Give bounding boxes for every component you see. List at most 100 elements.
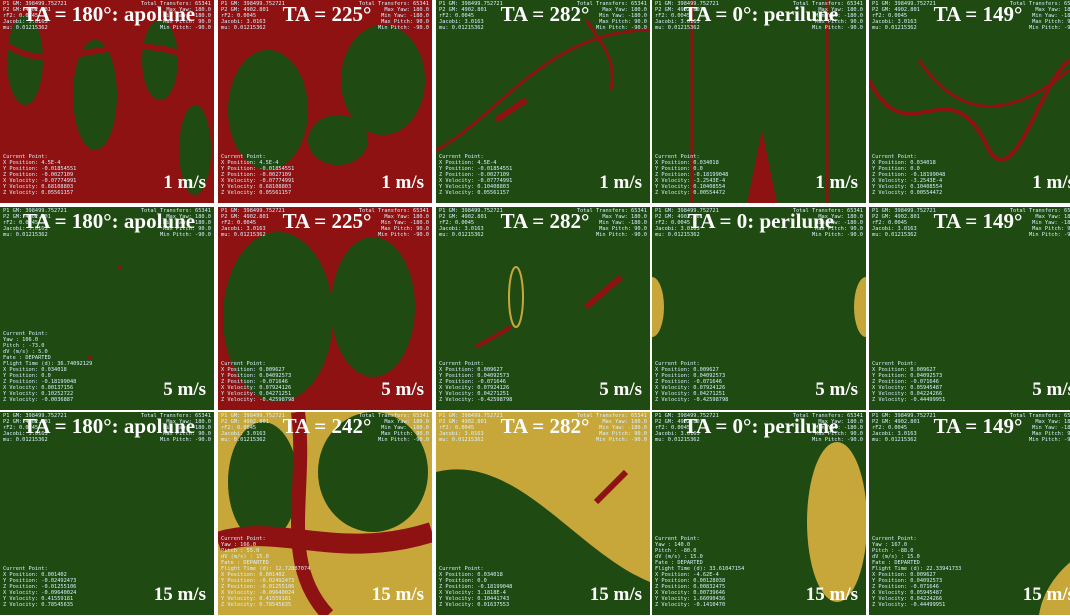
info-text: Max Yaw: 180.0 bbox=[818, 214, 863, 220]
panel-title: TA = 225° bbox=[283, 209, 372, 233]
info-text: Min Yaw: -180.0 bbox=[163, 220, 211, 226]
info-text: rF2: 0.0045 bbox=[3, 425, 38, 431]
current-point-text: Fate : DEPARTED bbox=[221, 560, 269, 566]
info-text: Total Transfers: 65341 bbox=[141, 413, 211, 419]
current-point-text: Z Position: -0.18199048 bbox=[655, 172, 728, 178]
info-text: rF2: 0.0045 bbox=[221, 425, 256, 431]
info-text: Jacobi: 3.0163 bbox=[3, 19, 48, 25]
info-text: Jacobi: 3.0163 bbox=[872, 431, 917, 437]
info-text: P1 GM: 398499.752721 bbox=[872, 208, 936, 214]
current-point-text: X Velocity: 0.05945487 bbox=[872, 590, 942, 596]
info-text: P1 GM: 398499.752721 bbox=[439, 413, 503, 419]
info-text: Total Transfers: 65341 bbox=[793, 1, 863, 7]
region bbox=[436, 469, 650, 615]
current-point-text: X Velocity: 3.1818E-4 bbox=[439, 590, 506, 596]
current-point-text: Y Velocity: 0.10408554 bbox=[872, 184, 942, 190]
current-point-text: X Position: 0.034018 bbox=[872, 160, 936, 166]
current-point-text: Y Position: 0.04092573 bbox=[872, 578, 942, 584]
map bbox=[869, 412, 1070, 615]
info-text: Max Pitch: 90.0 bbox=[815, 19, 863, 25]
info-text: Total Transfers: 65341 bbox=[793, 208, 863, 214]
current-point-text: Z Velocity: -0.42598798 bbox=[221, 397, 294, 403]
current-point-text: Z Velocity: -0.42598798 bbox=[439, 397, 512, 403]
info-text: Total Transfers: 65341 bbox=[359, 208, 429, 214]
current-point-text: Z Position: -0.18199048 bbox=[3, 379, 76, 385]
current-point-text: X Position: 0.034018 bbox=[439, 572, 503, 578]
current-point-text: Y Velocity: 0.04224266 bbox=[872, 596, 942, 602]
info-text: rF2: 0.0045 bbox=[221, 13, 256, 19]
current-point-text: Z Position: -0.071646 bbox=[872, 379, 939, 385]
current-point-text: Y Velocity: 0.04271251 bbox=[439, 391, 509, 397]
map bbox=[436, 0, 650, 203]
current-point-text: Z Velocity: 0.05561157 bbox=[3, 190, 73, 196]
current-point-text: Y Position: 0.04092573 bbox=[655, 373, 725, 379]
info-text: P1 GM: 398499.752721 bbox=[439, 208, 503, 214]
current-point-text: Y Velocity: 0.68108803 bbox=[3, 184, 73, 190]
current-point-text: Current Point: bbox=[872, 154, 917, 160]
current-point-text: Y Velocity: 0.10408803 bbox=[439, 184, 509, 190]
info-text: Max Yaw: 180.0 bbox=[166, 419, 211, 425]
info-text: Total Transfers: 65341 bbox=[359, 1, 429, 7]
info-text: rF2: 0.0045 bbox=[439, 220, 474, 226]
info-text: Max Yaw: 180.0 bbox=[602, 419, 647, 425]
current-point-text: Y Velocity: 0.10408554 bbox=[655, 184, 725, 190]
region bbox=[584, 19, 614, 91]
region bbox=[475, 325, 512, 349]
info-text: Max Pitch: 90.0 bbox=[599, 19, 647, 25]
info-text: Min Yaw: -180.0 bbox=[815, 220, 863, 226]
info-text: Min Yaw: -180.0 bbox=[815, 425, 863, 431]
info-text: Min Pitch: -90.0 bbox=[812, 437, 863, 443]
info-text: mu: 0.01215362 bbox=[221, 437, 266, 443]
current-point-text: Z Velocity: -0.1410470 bbox=[655, 602, 725, 608]
info-text: Jacobi: 3.0163 bbox=[221, 431, 266, 437]
info-text: Min Yaw: -180.0 bbox=[381, 220, 429, 226]
info-text: Total Transfers: 65341 bbox=[577, 1, 647, 7]
current-point-text: X Velocity: 0.05945487 bbox=[872, 385, 942, 391]
current-point-text: X Position: 4.5E-4 bbox=[221, 160, 278, 166]
current-point-text: Pitch : -80.0 bbox=[655, 548, 696, 554]
map bbox=[218, 207, 432, 410]
current-point-text: X Position: 0.009627 bbox=[221, 367, 285, 373]
map bbox=[869, 207, 1070, 410]
current-point-text: X Position: 4.5E-4 bbox=[439, 160, 496, 166]
region bbox=[223, 232, 333, 402]
info-text: mu: 0.01215362 bbox=[655, 25, 700, 31]
current-point-text: Y Position: 0.04092573 bbox=[221, 373, 291, 379]
info-text: Max Yaw: 180.0 bbox=[602, 214, 647, 220]
info-text: Jacobi: 3.0163 bbox=[872, 226, 917, 232]
current-point-text: Y Position: 0.0 bbox=[872, 166, 920, 172]
current-point-text: Z Position: -0.01255106 bbox=[3, 584, 76, 590]
panel-title: TA = 149° bbox=[934, 414, 1023, 438]
current-point-text: X Velocity: 0.00739646 bbox=[655, 590, 725, 596]
current-point-text: Y Position: -0.02492473 bbox=[3, 578, 76, 584]
current-point-text: X Velocity: -0.07774991 bbox=[221, 178, 294, 184]
current-point-text: X Position: 0.001402 bbox=[221, 572, 285, 578]
panel-title: TA = 282° bbox=[501, 414, 590, 438]
info-text: Min Yaw: -180.0 bbox=[381, 13, 429, 19]
info-text: Max Pitch: 90.0 bbox=[599, 226, 647, 232]
speed-label: 1 m/s bbox=[163, 172, 206, 193]
info-text: Jacobi: 3.0163 bbox=[439, 431, 484, 437]
info-text: Max Pitch: 90.0 bbox=[599, 431, 647, 437]
info-text: Max Yaw: 180.0 bbox=[818, 419, 863, 425]
panel-title: TA = 180°: apolune bbox=[23, 2, 195, 26]
info-text: Min Pitch: -90.0 bbox=[596, 25, 647, 31]
current-point-text: Y Velocity: 0.10252722 bbox=[3, 391, 73, 397]
info-text: mu: 0.01215362 bbox=[872, 437, 917, 443]
current-point-text: Y Position: -0.01854551 bbox=[439, 166, 512, 172]
info-text: mu: 0.01215362 bbox=[221, 25, 266, 31]
region bbox=[118, 265, 122, 269]
current-point-text: X Velocity: -0.07774991 bbox=[439, 178, 512, 184]
region bbox=[218, 522, 432, 554]
panel-title: TA = 180°: apolune bbox=[23, 209, 195, 233]
panel-title: TA = 242° bbox=[283, 414, 372, 438]
info-text: Min Pitch: -90.0 bbox=[160, 437, 211, 443]
info-text: P1 GM: 398499.752721 bbox=[3, 413, 67, 419]
current-point-text: Z Position: -0.0027109 bbox=[221, 172, 291, 178]
current-point-text: Current Point: bbox=[439, 154, 484, 160]
info-text: Max Yaw: 180.0 bbox=[1035, 7, 1070, 13]
current-point-text: X Position: 4.5E-4 bbox=[3, 160, 60, 166]
info-text: rF2: 0.0045 bbox=[655, 425, 690, 431]
